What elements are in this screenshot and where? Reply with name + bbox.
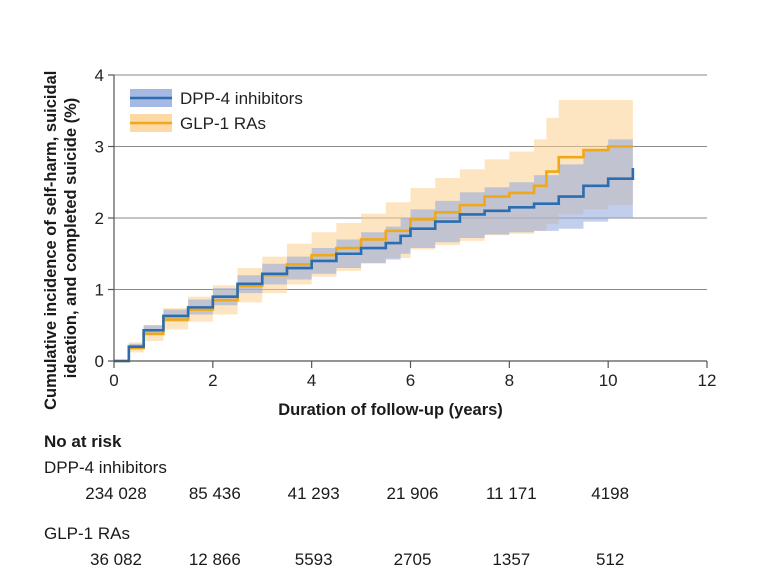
y-axis-title-line-1: Cumulative incidence of self-harm, suici… [42,71,60,410]
risk-value: 512 [595,550,625,569]
risk-value: 12 866 [188,550,241,569]
risk-value: 36 082 [90,550,142,569]
y-axis-title-line-2: ideation, and completed suicide (%) [62,98,80,379]
risk-group-label-dpp4: DPP-4 inhibitors [44,458,167,477]
x-tick-label-8: 8 [505,371,514,390]
x-tick-label-0: 0 [109,371,118,390]
risk-value: 21 906 [386,484,439,503]
risk-table-title: No at risk [44,432,122,451]
risk-value: 85 436 [188,484,241,503]
x-tick-label-10: 10 [599,371,618,390]
y-axis-title: Cumulative incidence of self-harm, suici… [42,66,80,410]
x-tick-label-12: 12 [698,371,717,390]
x-tick-label-6: 6 [406,371,415,390]
y-tick-label-1: 1 [95,281,104,300]
y-tick-label-0: 0 [95,352,104,371]
legend-label-1: GLP-1 RAs [180,114,266,133]
y-tick-label-4: 4 [95,66,104,85]
ci-band-1 [114,100,633,362]
x-tick-label-2: 2 [208,371,217,390]
risk-value: 2705 [393,550,432,569]
risk-group-label-glp1: GLP-1 RAs [44,524,130,543]
risk-value: 234 028 [85,484,147,503]
series-lines [114,145,635,363]
risk-value: 41 293 [287,484,340,503]
confidence-bands [114,100,633,362]
x-tick-label-4: 4 [307,371,316,390]
axes [108,74,708,368]
risk-value: 5593 [294,550,333,569]
legend: DPP-4 inhibitors GLP-1 RAs [130,89,303,133]
legend-label-0: DPP-4 inhibitors [180,89,303,108]
x-axis-title: Duration of follow-up (years) [278,401,503,419]
y-tick-label-3: 3 [95,138,104,157]
risk-value: 1357 [492,550,531,569]
series-line-0 [114,167,635,363]
number-at-risk-table: No at risk DPP-4 inhibitors 234 028 85 43… [0,428,781,588]
risk-value: 4198 [591,484,630,503]
ci-band-0 [114,126,633,361]
risk-value: 11 171 [485,484,537,503]
y-tick-label-2: 2 [95,209,104,228]
